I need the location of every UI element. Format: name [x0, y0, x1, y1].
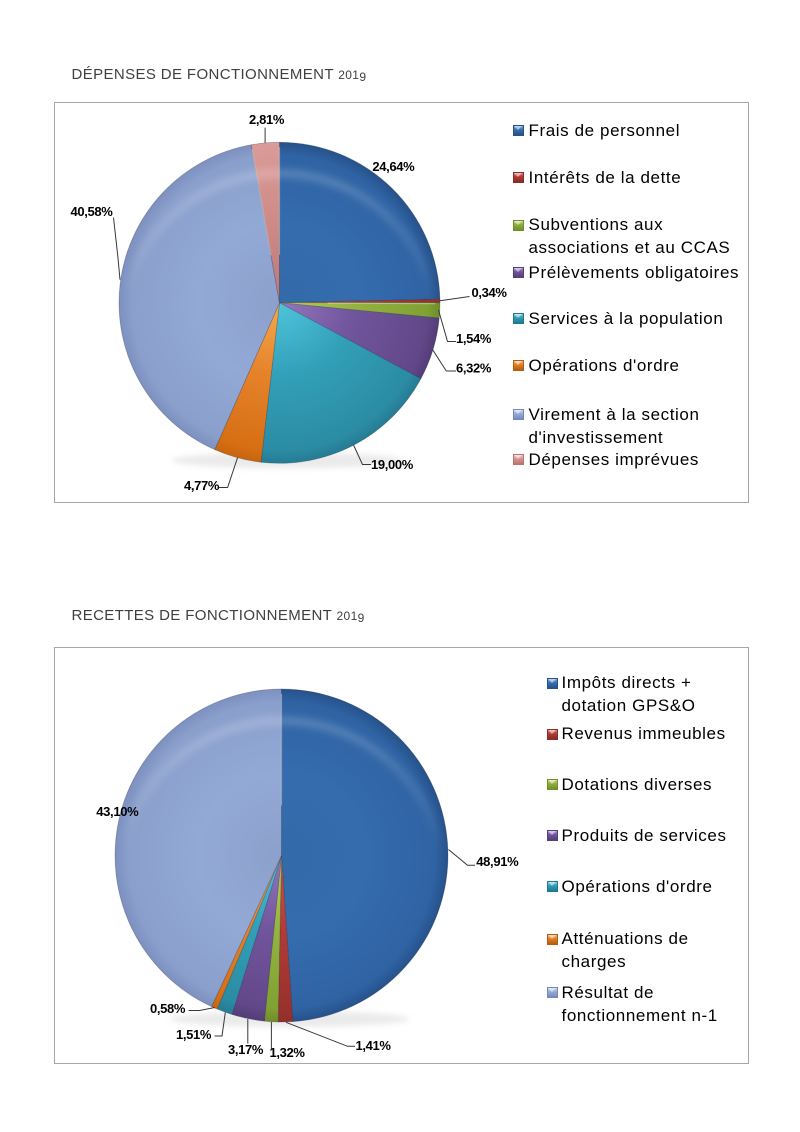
svg-text:0,58%: 0,58%: [150, 1001, 186, 1016]
svg-text:1,51%: 1,51%: [176, 1027, 212, 1042]
svg-text:1,41%: 1,41%: [356, 1038, 392, 1053]
svg-text:1,32%: 1,32%: [270, 1045, 306, 1060]
svg-text:4,77%: 4,77%: [184, 478, 220, 493]
svg-text:19,00%: 19,00%: [371, 457, 414, 472]
svg-text:40,58%: 40,58%: [71, 204, 114, 219]
svg-text:3,17%: 3,17%: [228, 1042, 264, 1057]
svg-text:43,10%: 43,10%: [96, 804, 139, 819]
svg-text:48,91%: 48,91%: [476, 854, 519, 869]
svg-text:1,54%: 1,54%: [456, 331, 492, 346]
svg-text:6,32%: 6,32%: [456, 361, 492, 376]
svg-text:24,64%: 24,64%: [372, 159, 415, 174]
svg-text:2,81%: 2,81%: [249, 112, 285, 127]
svg-text:0,34%: 0,34%: [472, 285, 508, 300]
